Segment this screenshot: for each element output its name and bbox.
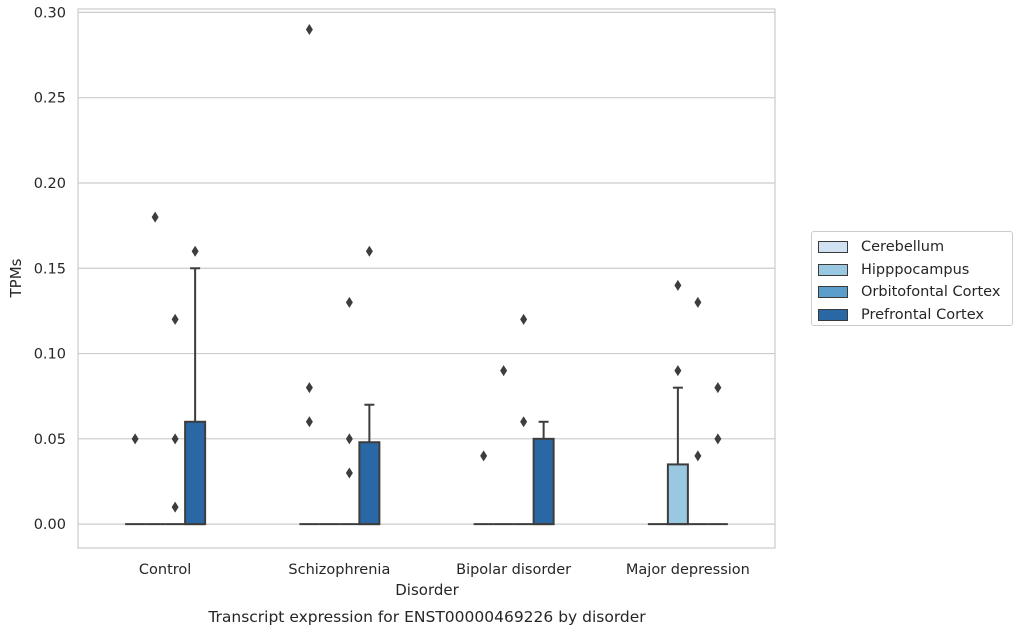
box-cerebellum-schizophrenia <box>299 23 320 526</box>
outlier-point <box>191 245 199 257</box>
box-orbitofontal-cortex-bipolar-disorder <box>513 313 534 526</box>
y-tick-label: 0.10 <box>34 347 66 363</box>
y-tick-label: 0.30 <box>34 5 66 21</box>
legend-swatch-cerebellum <box>818 241 848 254</box>
y-axis-label: TPMs <box>7 258 25 298</box>
box-hipppocampus-bipolar-disorder <box>493 365 514 526</box>
legend-swatch-prefrontal-cortex <box>818 308 848 321</box>
y-tick-label: 0.05 <box>34 432 66 448</box>
outlier-point <box>345 296 353 308</box>
series-prefrontal-cortex <box>184 245 728 526</box>
legend: Cerebellum Hipppocampus Orbitofontal Cor… <box>811 231 1013 326</box>
legend-item-orbitofrontal-cortex: Orbitofontal Cortex <box>818 281 1012 304</box>
outlier-point <box>345 433 353 445</box>
chart-title: Transcript expression for ENST0000046922… <box>207 608 646 626</box>
box-prefrontal-cortex-major-depression <box>707 382 728 526</box>
box-prefrontal-cortex-schizophrenia <box>358 245 381 526</box>
box-hipppocampus-control <box>145 211 166 526</box>
legend-label-hippocampus: Hipppocampus <box>861 261 970 278</box>
series-cerebellum <box>125 23 668 526</box>
outlier-point <box>305 382 313 394</box>
x-tick-label-schizophrenia: Schizophrenia <box>288 562 390 578</box>
box-body <box>184 420 207 526</box>
y-tick-label: 0.15 <box>34 261 66 277</box>
outlier-point <box>151 211 159 223</box>
legend-label-prefrontal-cortex: Prefrontal Cortex <box>861 306 984 323</box>
series-orbitofontal-cortex <box>165 296 708 526</box>
x-tick-label-control: Control <box>139 562 191 578</box>
outlier-point <box>500 365 508 377</box>
outlier-point <box>520 313 528 325</box>
box-body <box>358 441 381 526</box>
box-hipppocampus-major-depression <box>666 279 689 526</box>
outlier-point <box>694 450 702 462</box>
legend-label-orbitofrontal-cortex: Orbitofontal Cortex <box>861 284 1001 301</box>
outlier-point <box>131 433 139 445</box>
x-tick-labels: Control Schizophrenia Bipolar disorder Majo… <box>139 562 750 578</box>
y-tick-labels: 0.00 0.05 0.10 0.15 0.20 0.25 0.30 <box>34 5 66 533</box>
outlier-point <box>694 296 702 308</box>
box-orbitofontal-cortex-schizophrenia <box>339 296 360 526</box>
box-cerebellum-bipolar-disorder <box>473 450 494 526</box>
outlier-point <box>305 23 313 35</box>
outlier-point <box>714 433 722 445</box>
x-tick-label-bipolar-disorder: Bipolar disorder <box>456 562 571 578</box>
box-cerebellum-control <box>125 433 146 526</box>
x-axis-label: Disorder <box>395 581 459 599</box>
legend-item-hippocampus: Hipppocampus <box>818 259 1012 282</box>
outlier-point <box>480 450 488 462</box>
outlier-point <box>714 382 722 394</box>
y-tick-label: 0.00 <box>34 517 66 533</box>
box-orbitofontal-cortex-major-depression <box>687 296 708 526</box>
outlier-point <box>365 245 373 257</box>
y-tick-label: 0.25 <box>34 91 66 107</box>
legend-item-cerebellum: Cerebellum <box>818 236 1012 259</box>
box-series <box>125 23 728 526</box>
legend-swatch-hippocampus <box>818 263 848 276</box>
y-tick-label: 0.20 <box>34 176 66 192</box>
legend-swatch-orbitofrontal-cortex <box>818 286 848 299</box>
outlier-point <box>674 365 682 377</box>
x-tick-label-major-depression: Major depression <box>626 562 750 578</box>
outlier-point <box>171 433 179 445</box>
box-body <box>532 437 555 526</box>
box-prefrontal-cortex-bipolar-disorder <box>532 420 555 526</box>
outlier-point <box>305 416 313 428</box>
outlier-point <box>520 416 528 428</box>
outlier-point <box>171 501 179 513</box>
box-body <box>666 463 689 526</box>
legend-item-prefrontal-cortex: Prefrontal Cortex <box>818 304 1012 327</box>
outlier-point <box>674 279 682 291</box>
box-orbitofontal-cortex-control <box>165 313 186 526</box>
legend-label-cerebellum: Cerebellum <box>861 239 945 256</box>
plot-frame <box>77 8 776 549</box>
box-prefrontal-cortex-control <box>184 245 207 526</box>
outlier-point <box>171 313 179 325</box>
series-hipppocampus <box>145 211 689 526</box>
outlier-point <box>345 467 353 479</box>
y-gridlines <box>78 11 775 525</box>
